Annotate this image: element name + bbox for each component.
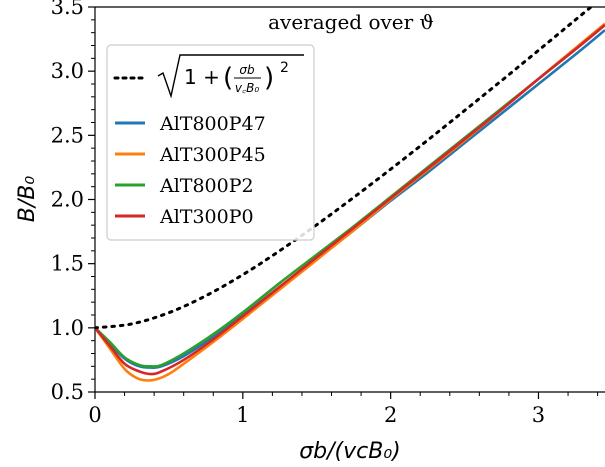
y-tick-label: 1.5 [51,252,84,276]
legend-label-reference: 1 + ( σb v꜀B₀ ) 2 [157,54,304,99]
x-tick-label: 0 [88,403,101,427]
x-tick-label: 3 [532,403,545,427]
formula-denominator: v꜀B₀ [235,81,259,95]
y-tick-label: 0.5 [51,380,84,404]
sqrt-sign [157,54,304,99]
axis-tick-labels: 0 1 2 3 0.5 1.0 1.5 2.0 2.5 3.0 3.5 [51,0,546,427]
y-tick-label: 1.0 [51,316,84,340]
legend-label-series-1: AlT300P45 [159,144,266,166]
plot-curves [95,7,605,382]
legend-box [106,44,315,241]
legend-label-series-2: AlT800P2 [159,175,254,197]
y-tick-label: 2.5 [51,123,84,147]
formula-one-plus: 1 + [184,65,220,89]
chart-annotation: averaged over ϑ [268,10,434,34]
formula-close-paren: ) [264,63,274,93]
legend-label-series-3: AlT300P0 [159,206,254,228]
axis-ticks [88,6,599,399]
x-tick-label: 2 [384,403,397,427]
reference-curve-line [95,7,594,330]
x-tick-label: 1 [236,403,249,427]
formula-exponent: 2 [280,60,289,76]
formula-open-paren: ( [223,63,233,93]
legend-label-series-0: AlT800P47 [159,113,266,135]
x-axis-label: σb/(vᴄB₀) [299,439,401,464]
legend: 1 + ( σb v꜀B₀ ) 2 AlT800P47 AlT300P45 Al… [106,44,315,241]
y-tick-label: 3.5 [51,0,84,19]
series-line-AlT300P0 [95,23,605,376]
y-tick-label: 3.0 [51,59,84,83]
y-tick-label: 2.0 [51,188,84,212]
formula-numerator: σb [239,63,255,77]
y-axis-label: B/B₀ [15,176,40,223]
